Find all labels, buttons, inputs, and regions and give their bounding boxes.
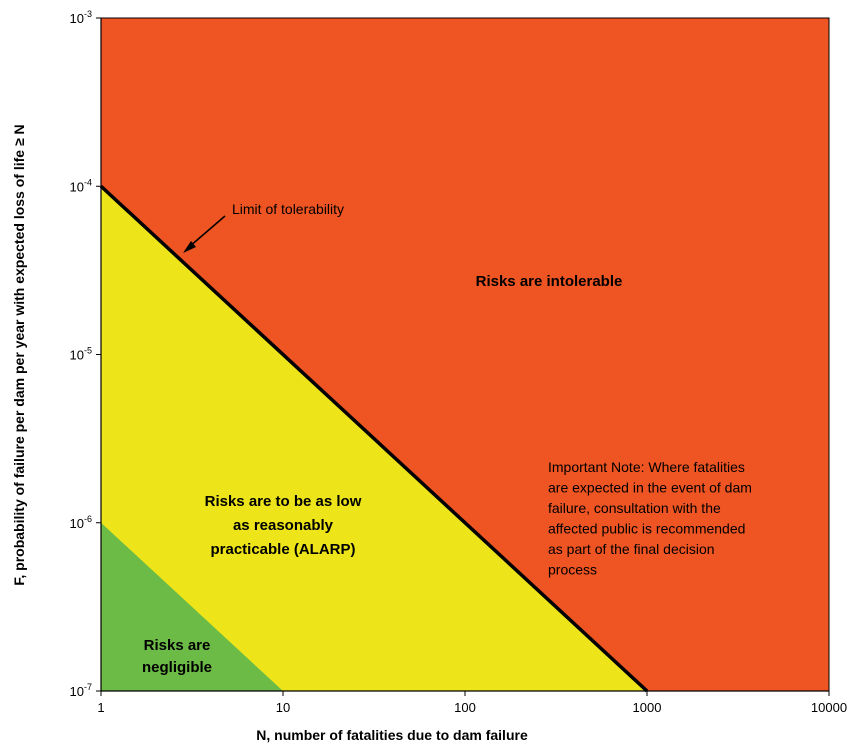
note-line: affected public is recommended xyxy=(548,521,745,537)
x-tick-label: 100 xyxy=(454,700,476,715)
region-label-negligible: Risks are negligible xyxy=(142,637,212,676)
limit-of-tolerability-label: Limit of tolerability xyxy=(232,201,344,217)
y-tick-label: 10-7 xyxy=(70,682,92,699)
limit-annotation: Limit of tolerability xyxy=(183,201,344,253)
y-tick-label: 10-3 xyxy=(70,9,92,26)
region-label-intolerable: Risks are intolerable xyxy=(476,273,623,290)
x-ticks: 1 10 100 1000 10000 xyxy=(97,691,847,715)
note-line: are expected in the event of dam xyxy=(548,480,752,496)
note-line: failure, consultation with the xyxy=(548,500,721,516)
note-line: Important Note: Where fatalities xyxy=(548,459,745,475)
x-tick-label: 1000 xyxy=(633,700,662,715)
limit-arrow-head xyxy=(183,241,196,253)
region-label-alarp: Risks are to be as low as reasonably pract… xyxy=(205,493,362,558)
region-label-line: negligible xyxy=(142,659,212,676)
y-axis-label: F, probability of failure per dam per ye… xyxy=(11,124,27,585)
plot-area xyxy=(99,17,830,693)
y-tick-label: 10-5 xyxy=(70,346,92,363)
x-tick-label: 1 xyxy=(97,700,104,715)
x-tick-label: 10000 xyxy=(811,700,847,715)
axes: 1 10 100 1000 10000 10-3 10-4 10-5 10-6 10-7 xyxy=(70,9,848,715)
y-tick-label: 10-4 xyxy=(70,177,92,194)
limit-arrow-shaft xyxy=(188,215,226,248)
limit-of-tolerability-line xyxy=(99,184,649,693)
region-label-line: Risks are intolerable xyxy=(476,273,623,290)
note-line: as part of the final decision xyxy=(548,541,715,557)
region-label-line: practicable (ALARP) xyxy=(210,541,355,558)
y-ticks: 10-3 10-4 10-5 10-6 10-7 xyxy=(70,9,101,699)
note-line: process xyxy=(548,562,597,578)
x-tick-label: 10 xyxy=(276,700,290,715)
y-tick-label: 10-6 xyxy=(70,514,92,531)
x-axis-label: N, number of fatalities due to dam failu… xyxy=(256,727,528,743)
region-negligible xyxy=(101,522,283,691)
region-label-line: Risks are to be as low xyxy=(205,493,362,510)
region-label-line: as reasonably xyxy=(233,517,334,534)
region-label-line: Risks are xyxy=(144,637,211,654)
important-note: Important Note: Where fatalities are expe… xyxy=(548,459,752,578)
